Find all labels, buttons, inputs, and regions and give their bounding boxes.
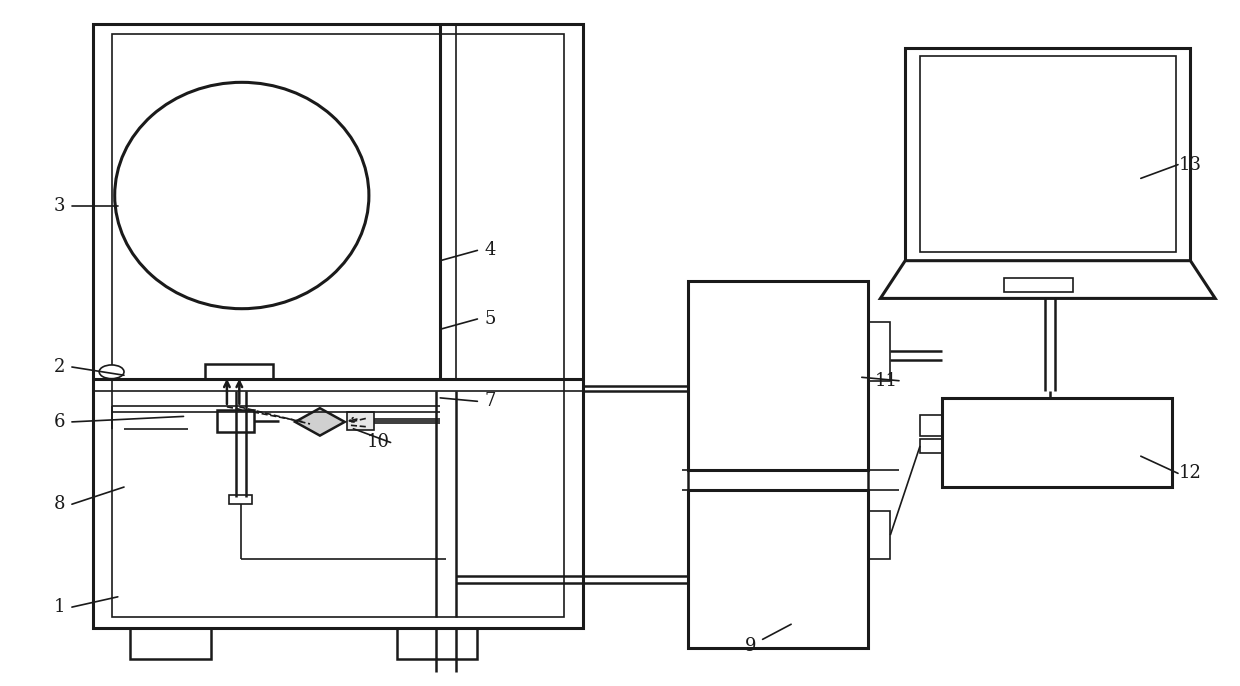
Text: 10: 10 <box>367 434 389 451</box>
Text: 12: 12 <box>1179 464 1202 482</box>
Bar <box>217 410 254 432</box>
Text: 5: 5 <box>484 310 496 328</box>
Text: 7: 7 <box>484 392 496 410</box>
Bar <box>93 24 583 628</box>
Bar <box>1004 278 1073 292</box>
Bar <box>130 628 211 659</box>
Bar <box>868 511 890 559</box>
Bar <box>920 439 942 453</box>
Polygon shape <box>880 261 1215 298</box>
Bar <box>205 364 273 379</box>
Text: 4: 4 <box>484 241 496 259</box>
Text: 9: 9 <box>744 637 756 655</box>
Bar <box>112 34 564 617</box>
Bar <box>920 415 942 436</box>
Text: 11: 11 <box>875 372 898 390</box>
Bar <box>688 281 868 470</box>
Text: 6: 6 <box>53 413 66 431</box>
Bar <box>347 412 374 430</box>
Text: 1: 1 <box>53 598 66 616</box>
Text: 3: 3 <box>53 197 66 215</box>
Bar <box>868 322 890 381</box>
Circle shape <box>99 365 124 379</box>
Text: 8: 8 <box>53 495 66 513</box>
Text: 13: 13 <box>1179 156 1202 174</box>
Bar <box>905 48 1190 261</box>
Bar <box>942 398 1172 487</box>
Bar <box>688 490 868 648</box>
Bar <box>397 628 477 659</box>
Bar <box>920 56 1176 252</box>
Bar <box>229 495 252 504</box>
Text: 2: 2 <box>53 358 66 376</box>
Polygon shape <box>295 408 345 436</box>
